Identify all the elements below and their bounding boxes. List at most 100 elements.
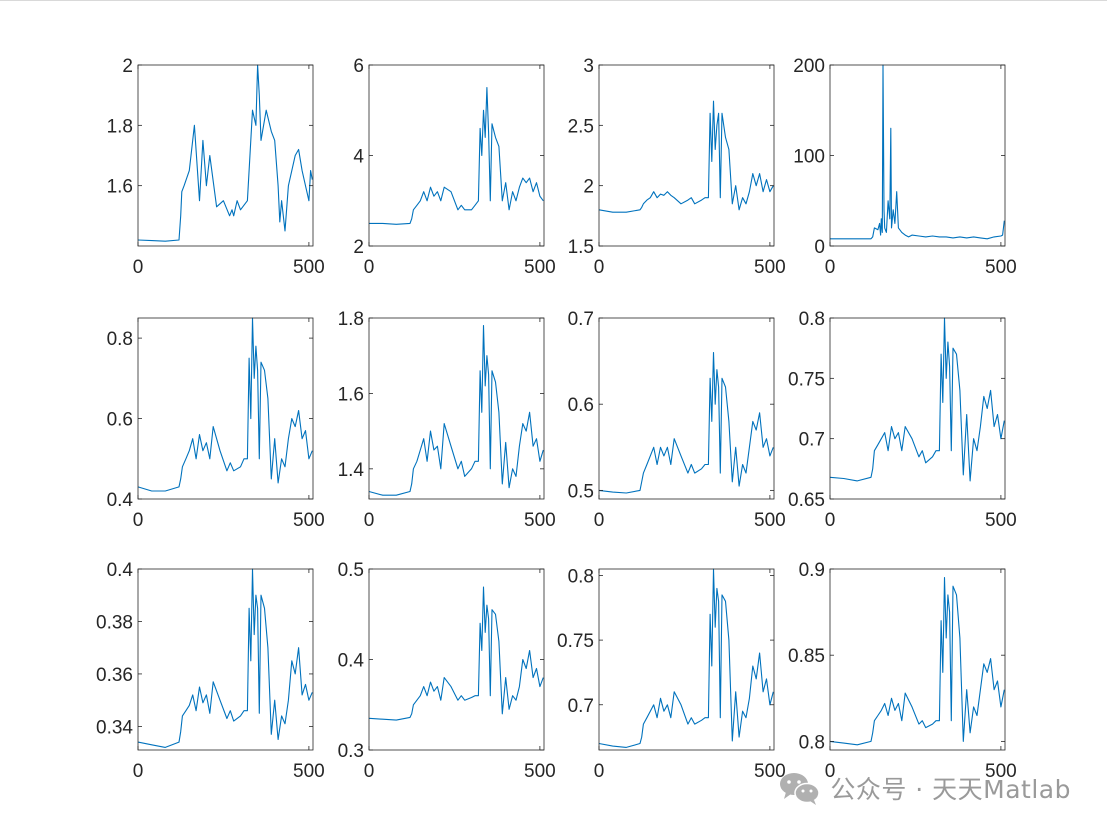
- y-tick-label: 1.8: [107, 116, 133, 137]
- x-tick-label: 0: [825, 257, 836, 278]
- x-tick-label: 500: [754, 257, 786, 278]
- x-tick-label: 0: [133, 257, 144, 278]
- y-tick-label: 1.6: [338, 384, 364, 405]
- x-tick-label: 500: [293, 257, 325, 278]
- y-tick-label: 0.85: [788, 646, 825, 667]
- y-tick-label: 200: [793, 56, 825, 77]
- subplot-12: 0.8 0.85 0.9 0 500: [788, 560, 1017, 782]
- watermark: 公众号 · 天天Matlab: [778, 770, 1071, 806]
- x-tick-label: 500: [985, 510, 1017, 531]
- series-line: [829, 577, 1005, 746]
- axes-box: [598, 317, 775, 500]
- series-line: [137, 317, 313, 492]
- y-tick-label: 0.75: [557, 631, 594, 652]
- x-tick-label: 0: [133, 761, 144, 782]
- series-line: [137, 568, 313, 748]
- series-line: [829, 317, 1005, 482]
- axes-box: [368, 568, 545, 751]
- x-tick-label: 0: [364, 257, 375, 278]
- y-tick-label: 0.8: [107, 329, 133, 350]
- y-tick-label: 1.6: [107, 177, 133, 198]
- subplot-9: 0.34 0.36 0.38 0.4 0 500: [96, 560, 325, 782]
- subplot-3: 1.5 2 2.5 3 0 500: [568, 56, 786, 278]
- axes-box: [829, 317, 1006, 500]
- y-tick-label: 0.36: [96, 665, 133, 686]
- y-tick-label: 2: [583, 177, 594, 198]
- x-tick-label: 0: [825, 761, 836, 782]
- axes-box: [368, 64, 545, 247]
- x-tick-label: 0: [133, 510, 144, 531]
- axes-box: [137, 317, 314, 500]
- y-tick-label: 0: [814, 237, 825, 258]
- y-tick-label: 0.7: [568, 309, 594, 330]
- axes-box: [368, 317, 545, 500]
- x-tick-label: 500: [524, 257, 556, 278]
- y-tick-label: 2: [353, 237, 364, 258]
- subplot-10: 0.3 0.4 0.5 0 500: [338, 560, 556, 782]
- subplot-6: 1.4 1.6 1.8 0 500: [338, 309, 556, 531]
- watermark-text: 公众号 · 天天Matlab: [830, 775, 1071, 804]
- y-tick-label: 1.4: [338, 460, 365, 481]
- y-tick-label: 0.38: [96, 612, 133, 633]
- series-line: [598, 100, 774, 213]
- axes-box: [829, 64, 1006, 247]
- y-tick-label: 0.7: [799, 430, 825, 451]
- y-tick-label: 3: [583, 56, 594, 77]
- series-line: [137, 64, 313, 242]
- x-tick-label: 0: [364, 510, 375, 531]
- axes-box: [137, 64, 314, 247]
- y-tick-label: 0.8: [799, 732, 825, 753]
- series-line: [598, 568, 774, 748]
- y-tick-label: 0.5: [338, 560, 364, 581]
- axes-box: [598, 64, 775, 247]
- top-border: [0, 0, 1107, 1]
- x-tick-label: 500: [754, 510, 786, 531]
- y-tick-label: 0.9: [799, 560, 825, 581]
- y-tick-label: 0.3: [338, 741, 364, 762]
- y-tick-label: 2: [122, 56, 133, 77]
- y-tick-label: 1.5: [568, 237, 594, 258]
- subplot-5: 0.4 0.6 0.8 0 500: [107, 317, 325, 531]
- x-tick-label: 500: [293, 761, 325, 782]
- subplot-1: 1.6 1.8 2 0 500: [107, 56, 325, 278]
- axes-box: [829, 568, 1006, 751]
- x-tick-label: 500: [293, 510, 325, 531]
- y-tick-label: 0.4: [107, 560, 134, 581]
- x-tick-label: 0: [825, 510, 836, 531]
- y-tick-label: 0.6: [107, 410, 133, 431]
- subplot-4: 0 100 200 0 500: [793, 56, 1016, 278]
- x-tick-label: 500: [524, 761, 556, 782]
- x-tick-label: 0: [594, 257, 605, 278]
- y-tick-label: 0.75: [788, 369, 825, 390]
- y-tick-label: 0.5: [568, 481, 594, 502]
- y-tick-label: 0.8: [799, 309, 825, 330]
- series-line: [368, 324, 544, 496]
- x-tick-label: 500: [985, 257, 1017, 278]
- y-tick-label: 0.6: [568, 395, 594, 416]
- subplot-2: 2 4 6 0 500: [353, 56, 555, 278]
- y-tick-label: 100: [793, 147, 825, 168]
- y-tick-label: 1.8: [338, 309, 364, 330]
- wechat-icon: [780, 773, 821, 805]
- series-line: [830, 64, 1005, 240]
- y-tick-label: 0.34: [96, 717, 133, 738]
- x-tick-label: 0: [364, 761, 375, 782]
- y-tick-label: 0.4: [338, 651, 365, 672]
- x-tick-label: 0: [594, 761, 605, 782]
- y-tick-label: 2.5: [568, 116, 594, 137]
- y-tick-label: 0.7: [568, 696, 594, 717]
- y-tick-label: 0.65: [788, 490, 825, 511]
- x-tick-label: 500: [985, 761, 1017, 782]
- series-line: [598, 351, 774, 494]
- y-tick-label: 0.4: [107, 490, 134, 511]
- series-line: [368, 586, 544, 721]
- subplot-7: 0.5 0.6 0.7 0 500: [568, 309, 786, 531]
- x-tick-label: 500: [754, 761, 786, 782]
- series-line: [369, 87, 544, 225]
- x-tick-label: 0: [594, 510, 605, 531]
- y-tick-label: 6: [353, 56, 364, 77]
- y-tick-label: 4: [353, 147, 364, 168]
- subplot-8: 0.65 0.7 0.75 0.8 0 500: [788, 309, 1017, 531]
- y-tick-label: 0.8: [568, 566, 594, 587]
